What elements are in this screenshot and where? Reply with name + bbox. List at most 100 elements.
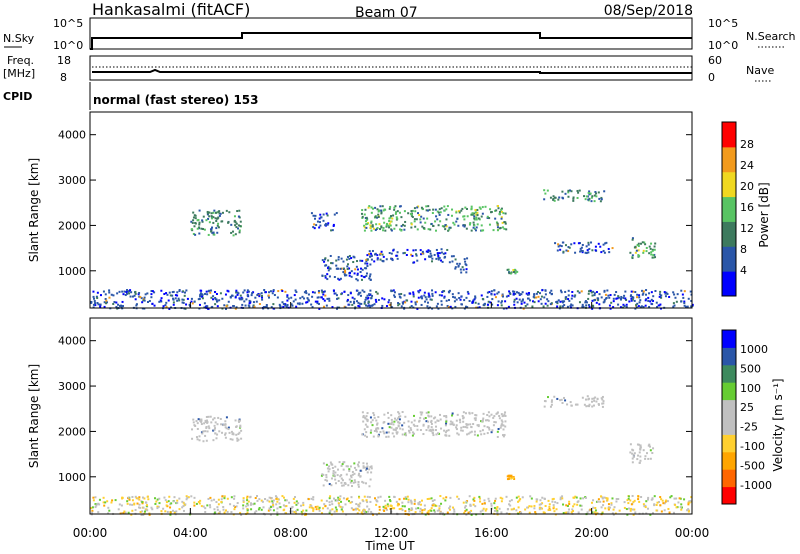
power-cell xyxy=(454,267,457,270)
power-cell xyxy=(613,293,616,296)
nsearch-tick-top: 10^5 xyxy=(708,17,738,30)
power-cell xyxy=(160,289,163,292)
velocity-cell xyxy=(272,505,275,508)
velocity-cell xyxy=(492,424,495,427)
velocity-cell xyxy=(102,501,105,504)
power-cell xyxy=(581,251,584,254)
power-cell xyxy=(447,306,450,309)
ytick-label: 2000 xyxy=(58,219,86,232)
velocity-cell xyxy=(410,507,413,510)
velocity-cell xyxy=(680,503,683,506)
power-cell xyxy=(99,303,102,306)
velocity-cell xyxy=(229,438,232,441)
velocity-cell xyxy=(493,415,496,418)
power-cell xyxy=(290,303,293,306)
power-cell xyxy=(346,298,349,301)
power-cell xyxy=(473,212,476,215)
power-cell xyxy=(625,303,628,306)
power-cell xyxy=(560,245,563,248)
power-cell xyxy=(636,296,639,299)
velocity-cell xyxy=(484,509,487,512)
power-cell xyxy=(348,254,351,257)
power-cell xyxy=(590,291,593,294)
power-cell xyxy=(337,297,340,300)
velocity-cell xyxy=(407,425,410,428)
power-cell xyxy=(366,305,369,308)
velocity-cell xyxy=(632,453,635,456)
velocity-cell xyxy=(198,435,201,438)
power-cell xyxy=(650,251,653,254)
power-cell xyxy=(92,297,95,300)
velocity-cell xyxy=(258,498,261,501)
power-cell xyxy=(672,305,675,308)
power-cell xyxy=(356,289,359,292)
velocity-cell xyxy=(393,420,396,423)
velocity-cell xyxy=(541,496,544,499)
power-cell xyxy=(400,229,403,232)
power-cell xyxy=(651,249,654,252)
power-cell xyxy=(144,293,147,296)
power-cell xyxy=(446,248,449,251)
power-cell xyxy=(380,209,383,212)
power-cell xyxy=(536,291,539,294)
velocity-cell xyxy=(261,500,264,503)
velocity-cell xyxy=(347,484,350,487)
power-cell xyxy=(371,249,374,252)
velocity-cell xyxy=(305,509,308,512)
power-cell xyxy=(387,301,390,304)
velocity-cell xyxy=(191,437,194,440)
power-cell xyxy=(92,303,95,306)
power-cell xyxy=(364,262,367,265)
power-cell xyxy=(581,250,584,253)
velocity-cell xyxy=(371,419,374,422)
velocity-cell xyxy=(425,411,428,414)
power-cell xyxy=(178,299,181,302)
velocity-cell xyxy=(500,423,503,426)
power-cell xyxy=(380,212,383,215)
power-cell xyxy=(471,213,474,216)
velocity-cell xyxy=(490,502,493,505)
power-cell xyxy=(338,278,341,281)
velocity-cell xyxy=(238,420,241,423)
velocity-cell xyxy=(272,509,275,512)
power-cell xyxy=(96,296,99,299)
power-cell xyxy=(488,290,491,293)
velocity-cell xyxy=(493,502,496,505)
velocity-cell xyxy=(427,411,430,414)
velocity-cell xyxy=(234,419,237,422)
velocity-cell xyxy=(110,501,113,504)
velocity-cell xyxy=(484,419,487,422)
velocity-cell xyxy=(338,461,341,464)
power-cell xyxy=(493,289,496,292)
velocity-cell xyxy=(670,495,673,498)
velocity-cell xyxy=(597,498,600,501)
power-cell xyxy=(459,268,462,271)
velocity-cell xyxy=(308,506,311,509)
power-cell xyxy=(550,289,553,292)
power-cell xyxy=(560,291,563,294)
velocity-cell xyxy=(645,452,648,455)
power-cell xyxy=(416,307,419,310)
velocity-cell xyxy=(647,496,650,499)
velocity-cell xyxy=(524,508,527,511)
velocity-cell xyxy=(281,495,284,498)
velocity-cell xyxy=(393,435,396,438)
power-cell xyxy=(549,303,552,306)
velocity-cell xyxy=(224,436,227,439)
velocity-cell xyxy=(361,433,364,436)
power-cell xyxy=(305,301,308,304)
power-cell xyxy=(138,295,141,298)
velocity-cell xyxy=(220,498,223,501)
power-cell xyxy=(217,216,220,219)
power-cell xyxy=(648,245,651,248)
velocity-cell xyxy=(324,505,327,508)
power-cell xyxy=(577,242,580,245)
power-cell xyxy=(117,303,120,306)
power-cell xyxy=(316,296,319,299)
power-cell xyxy=(376,258,379,261)
power-cell xyxy=(344,271,347,274)
power-cell xyxy=(562,197,565,200)
power-cell xyxy=(595,195,598,198)
velocity-cell xyxy=(213,508,216,511)
power-cell xyxy=(277,290,280,293)
